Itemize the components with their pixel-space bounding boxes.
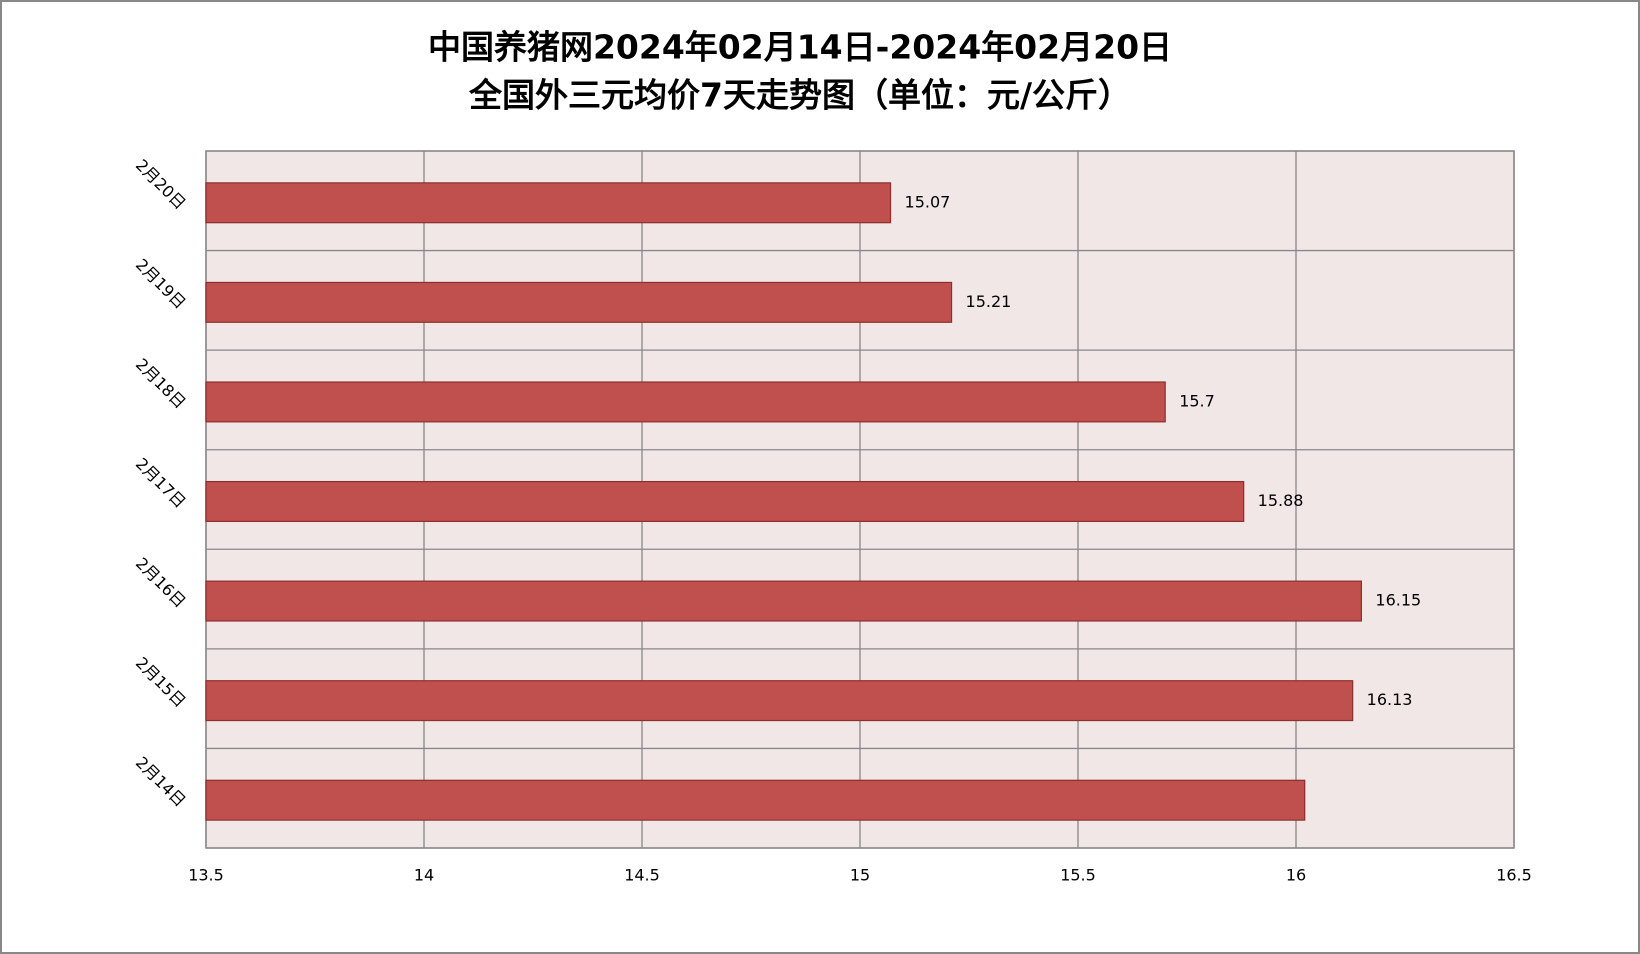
- bar: [205, 480, 1245, 523]
- chart-title: 中国养猪网2024年02月14日-2024年02月20日: [428, 28, 1172, 67]
- data-label: 15.88: [1258, 491, 1304, 510]
- x-tick-label: 14.5: [624, 866, 660, 885]
- x-tick-label: 15.5: [1060, 866, 1096, 885]
- data-label: 16.13: [1367, 690, 1413, 709]
- data-label: 16.15: [1375, 591, 1421, 610]
- chart-subtitle: 全国外三元均价7天走势图（单位：元/公斤）: [468, 76, 1131, 115]
- bar: [205, 182, 892, 224]
- bar: [205, 281, 953, 323]
- bar: [205, 680, 1354, 722]
- data-label: 15.21: [966, 292, 1012, 311]
- bar: [205, 779, 1306, 821]
- data-label: 15.07: [905, 192, 951, 211]
- x-tick-label: 16.5: [1496, 866, 1532, 885]
- x-tick-label: 14: [414, 866, 434, 885]
- x-tick-label: 16: [1286, 866, 1306, 885]
- x-tick-label: 15: [850, 866, 870, 885]
- bar: [205, 381, 1166, 423]
- data-label: 15.7: [1179, 391, 1215, 410]
- bar: [205, 580, 1363, 622]
- x-tick-label: 13.5: [188, 866, 224, 885]
